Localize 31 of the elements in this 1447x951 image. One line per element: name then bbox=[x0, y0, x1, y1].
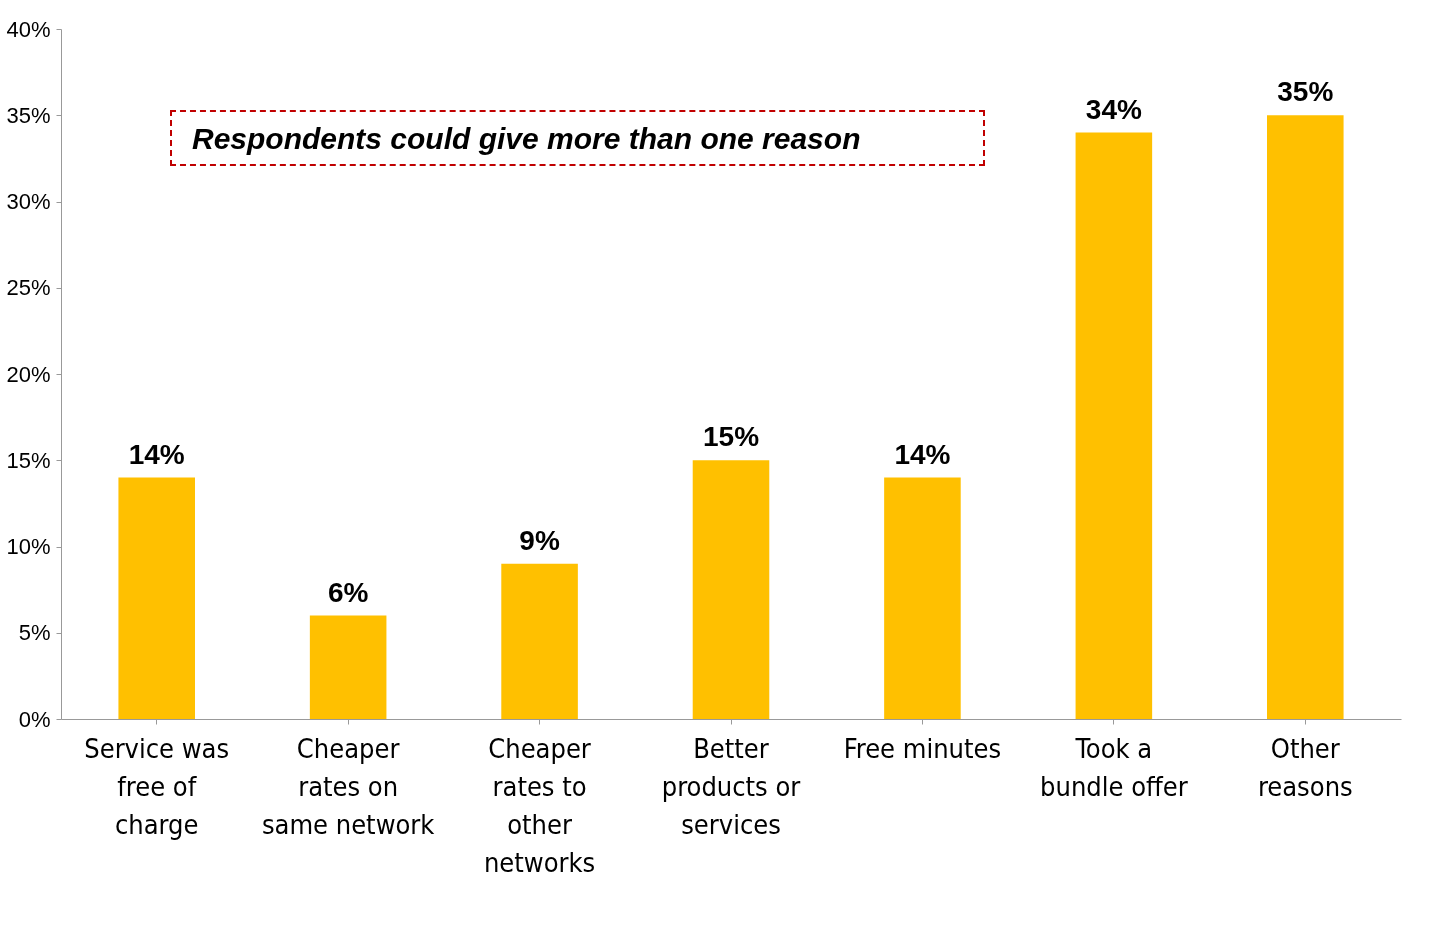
y-tick-label: 5% bbox=[18, 620, 51, 646]
y-tick-label: 15% bbox=[6, 447, 51, 473]
data-label: 35% bbox=[1277, 76, 1334, 108]
data-label: 15% bbox=[702, 421, 760, 453]
data-label: 6% bbox=[327, 576, 369, 608]
x-tick-label: Cheaper rates on same network bbox=[261, 732, 435, 840]
bar bbox=[884, 477, 961, 719]
y-tick-label: 0% bbox=[18, 706, 51, 732]
x-tick-label: Better products or services bbox=[661, 732, 801, 840]
bar bbox=[1075, 132, 1153, 719]
annotation: Respondents could give more than one reason bbox=[170, 110, 985, 166]
y-tick-label: 20% bbox=[6, 361, 51, 387]
y-tick-label: 40% bbox=[6, 16, 51, 42]
data-label: 9% bbox=[519, 524, 560, 556]
bar bbox=[692, 460, 770, 719]
x-tick-label: Other reasons bbox=[1257, 732, 1353, 802]
x-tick-label: Cheaper rates to other networks bbox=[483, 732, 596, 878]
bar bbox=[118, 477, 195, 719]
y-tick-label: 35% bbox=[6, 102, 51, 128]
bar bbox=[1267, 115, 1344, 719]
x-tick-label: Service was free of charge bbox=[84, 732, 230, 840]
bar bbox=[501, 563, 578, 719]
y-tick-label: 25% bbox=[6, 275, 51, 301]
data-label: 14% bbox=[894, 438, 951, 470]
data-label: 34% bbox=[1085, 93, 1142, 125]
x-tick-label: Took a bundle offer bbox=[1040, 732, 1188, 802]
y-tick-label: 10% bbox=[6, 534, 51, 559]
bar bbox=[309, 615, 387, 719]
x-tick-label: Free minutes bbox=[843, 732, 1002, 764]
y-tick-label: 30% bbox=[6, 189, 51, 214]
data-label: 14% bbox=[128, 438, 185, 470]
